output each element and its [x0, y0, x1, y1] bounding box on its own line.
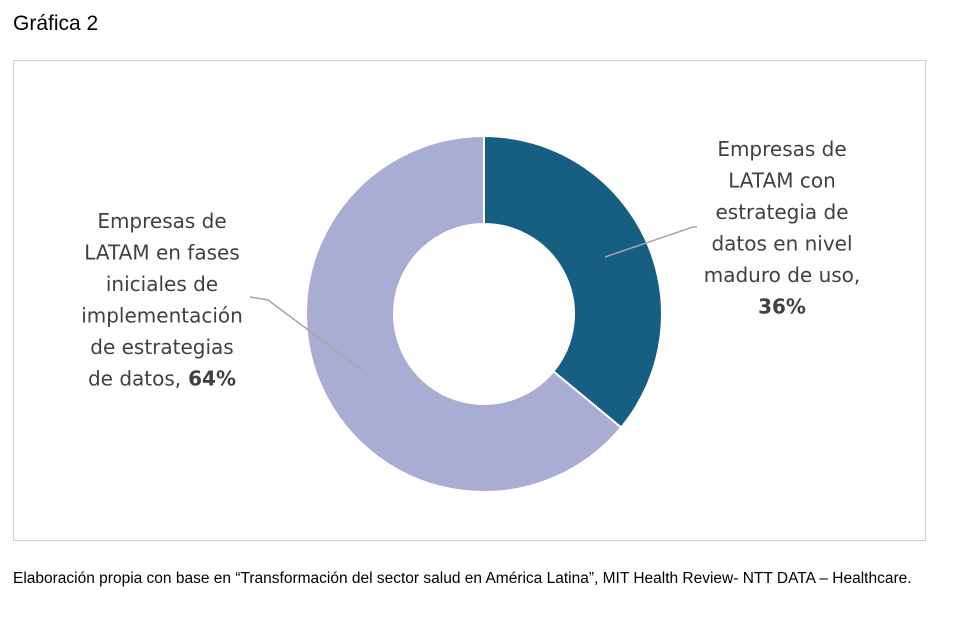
slice-label-line: de datos,	[88, 367, 181, 391]
figure-title: Gráfica 2	[13, 12, 99, 35]
donut-slice-1	[305, 134, 623, 493]
slice-label-line: estrategia de	[715, 200, 848, 224]
slice-label-line: LATAM en fases	[84, 241, 239, 265]
slice-label-line: implementación	[81, 304, 243, 328]
slice-label-line: de estrategias	[90, 335, 233, 359]
chart-frame	[13, 60, 926, 541]
slice-label-line: Empresas de	[717, 137, 846, 161]
slice-label-0: Empresas de LATAM con estrategia de datos e…	[704, 137, 861, 319]
source-note: Elaboración propia con base en “Transfor…	[13, 570, 912, 587]
slice-label-line: iniciales de	[106, 272, 218, 296]
slice-value-label: 36%	[758, 295, 806, 319]
slice-label-line: Empresas de	[97, 209, 226, 233]
donut-slice-0	[483, 134, 663, 429]
slice-label-line: LATAM con	[728, 169, 836, 193]
leader-line-0	[604, 226, 697, 258]
slice-label-1: Empresas de LATAM en fases iniciales de imp…	[81, 209, 243, 391]
slice-label-line: datos en nivel	[711, 232, 852, 256]
leader-line-1	[249, 296, 363, 371]
slice-value-label: 64%	[181, 367, 236, 391]
slice-label-line: maduro de uso,	[704, 263, 861, 287]
